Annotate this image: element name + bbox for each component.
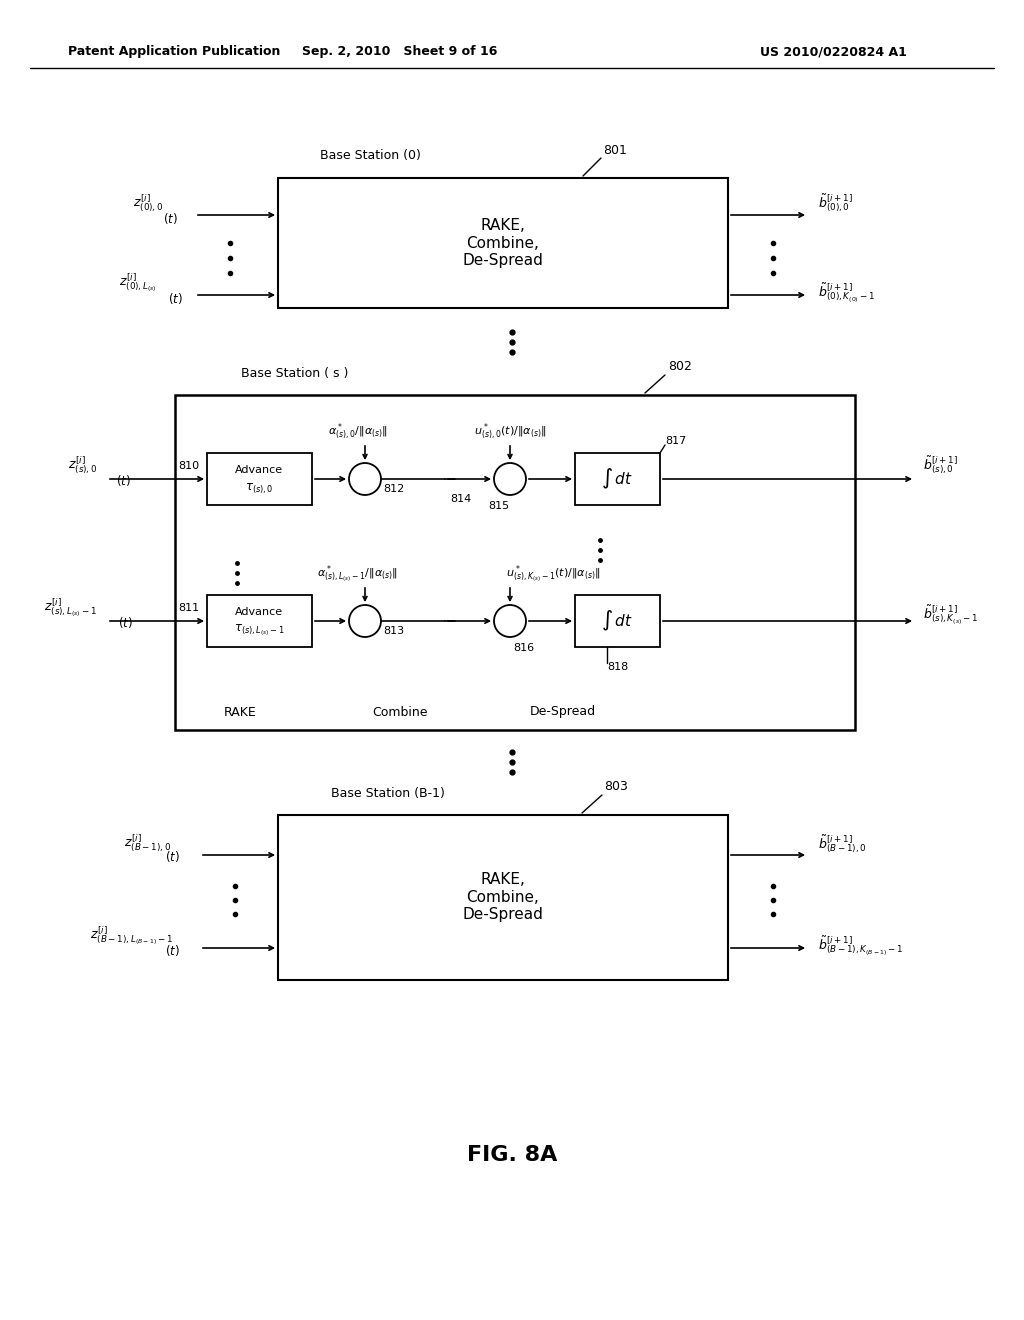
Text: $\tilde{b}^{[i+1]}_{(s),0}$: $\tilde{b}^{[i+1]}_{(s),0}$	[923, 455, 957, 477]
Text: Patent Application Publication: Patent Application Publication	[68, 45, 281, 58]
Text: 816: 816	[513, 643, 535, 653]
Text: $(t)$: $(t)$	[168, 290, 182, 305]
Text: $\tilde{b}^{[i+1]}_{(B-1),K_{(B-1)}-1}$: $\tilde{b}^{[i+1]}_{(B-1),K_{(B-1)}-1}$	[818, 935, 903, 958]
Bar	[207, 595, 312, 647]
Text: 818: 818	[607, 663, 629, 672]
Text: $\tau_{(s),0}$: $\tau_{(s),0}$	[245, 482, 273, 496]
Text: $(t)$: $(t)$	[165, 850, 179, 865]
Bar	[175, 395, 855, 730]
Text: Base Station ( s ): Base Station ( s )	[242, 367, 349, 380]
Text: US 2010/0220824 A1: US 2010/0220824 A1	[760, 45, 907, 58]
Text: $(t)$: $(t)$	[163, 210, 177, 226]
Text: RAKE,
Combine,
De-Spread: RAKE, Combine, De-Spread	[463, 873, 544, 921]
Bar	[207, 453, 312, 506]
Bar	[575, 453, 660, 506]
Text: $\tau_{(s),L_{(s)}-1}$: $\tau_{(s),L_{(s)}-1}$	[233, 623, 285, 639]
Text: 810: 810	[178, 461, 199, 471]
Text: 811: 811	[178, 603, 199, 612]
Text: $z^{[i]}_{(s),0}$: $z^{[i]}_{(s),0}$	[68, 454, 97, 475]
Text: 814: 814	[450, 494, 471, 504]
Text: $\tilde{b}^{[i+1]}_{(0),K_{(0)}-1}$: $\tilde{b}^{[i+1]}_{(0),K_{(0)}-1}$	[818, 281, 876, 305]
Text: $\tilde{b}^{[i+1]}_{(B-1),0}$: $\tilde{b}^{[i+1]}_{(B-1),0}$	[818, 834, 866, 857]
Text: $(t)$: $(t)$	[118, 615, 132, 631]
Text: $u^*_{(s),0}(t)/\|\alpha_{(s)}\|$: $u^*_{(s),0}(t)/\|\alpha_{(s)}\|$	[474, 422, 547, 442]
Text: $(t)$: $(t)$	[165, 942, 179, 957]
Text: RAKE: RAKE	[223, 705, 256, 718]
Text: Base Station (0): Base Station (0)	[319, 149, 421, 162]
Text: 815: 815	[488, 502, 509, 511]
Text: Base Station (B-1): Base Station (B-1)	[331, 787, 445, 800]
Circle shape	[494, 463, 526, 495]
Text: $\int \, dt$: $\int \, dt$	[601, 609, 633, 634]
Text: 803: 803	[604, 780, 628, 793]
Text: $\tilde{b}^{[i+1]}_{(0),0}$: $\tilde{b}^{[i+1]}_{(0),0}$	[818, 193, 853, 215]
Text: 813: 813	[383, 626, 404, 636]
Text: $z^{[i]}_{(B-1),L_{(B-1)}-1}$: $z^{[i]}_{(B-1),L_{(B-1)}-1}$	[90, 924, 174, 948]
Text: 817: 817	[665, 436, 686, 446]
Text: Combine: Combine	[373, 705, 428, 718]
Text: $z^{[i]}_{(s),L_{(s)}-1}$: $z^{[i]}_{(s),L_{(s)}-1}$	[44, 597, 97, 619]
Circle shape	[349, 463, 381, 495]
Text: Advance: Advance	[234, 607, 283, 616]
Text: De-Spread: De-Spread	[530, 705, 596, 718]
Text: 802: 802	[668, 360, 692, 374]
Text: 812: 812	[383, 484, 404, 494]
Text: Advance: Advance	[234, 465, 283, 475]
Text: $z^{[i]}_{(0),0}$: $z^{[i]}_{(0),0}$	[133, 193, 163, 214]
Text: $z^{[i]}_{(0),L_{(s)}}$: $z^{[i]}_{(0),L_{(s)}}$	[119, 272, 157, 294]
Text: $\int \, dt$: $\int \, dt$	[601, 467, 633, 491]
Text: Sep. 2, 2010   Sheet 9 of 16: Sep. 2, 2010 Sheet 9 of 16	[302, 45, 498, 58]
Text: $\alpha^*_{(s),0}/\|\alpha_{(s)}\|$: $\alpha^*_{(s),0}/\|\alpha_{(s)}\|$	[328, 422, 388, 442]
Text: RAKE,
Combine,
De-Spread: RAKE, Combine, De-Spread	[463, 218, 544, 268]
Bar	[575, 595, 660, 647]
Circle shape	[349, 605, 381, 638]
Text: $\alpha^*_{(s),L_{(s)}-1}/\|\alpha_{(s)}\|$: $\alpha^*_{(s),L_{(s)}-1}/\|\alpha_{(s)}…	[317, 564, 398, 585]
Text: $u^*_{(s),K_{(s)}-1}(t)/\|\alpha_{(s)}\|$: $u^*_{(s),K_{(s)}-1}(t)/\|\alpha_{(s)}\|…	[506, 564, 600, 585]
Text: $\tilde{b}^{[i+1]}_{(s),K_{(s)}-1}$: $\tilde{b}^{[i+1]}_{(s),K_{(s)}-1}$	[923, 603, 978, 627]
Bar	[278, 814, 728, 979]
Text: $z^{[i]}_{(B-1),0}$: $z^{[i]}_{(B-1),0}$	[124, 832, 172, 854]
Bar	[278, 178, 728, 308]
Text: $(t)$: $(t)$	[116, 474, 130, 488]
Text: 801: 801	[603, 144, 627, 157]
Text: FIG. 8A: FIG. 8A	[467, 1144, 557, 1166]
Circle shape	[494, 605, 526, 638]
